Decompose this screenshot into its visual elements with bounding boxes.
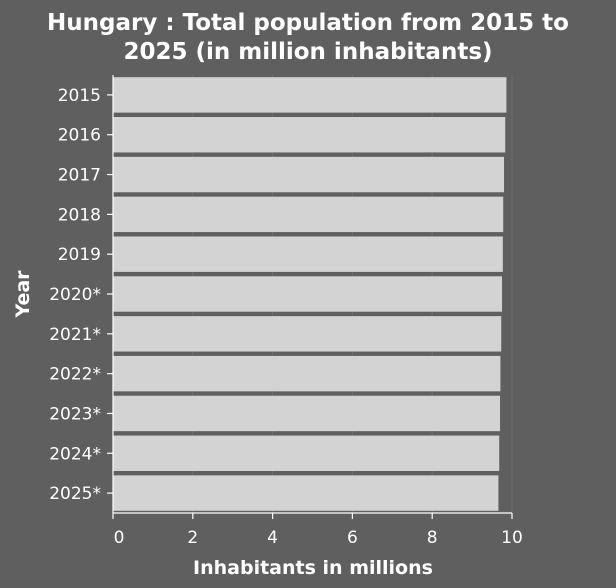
y-tick-label: 2019 — [58, 245, 101, 265]
y-tick-label: 2022* — [49, 365, 101, 385]
y-axis-label: Year — [12, 270, 34, 319]
bar-2016 — [113, 117, 505, 152]
bar-2024-projected — [113, 436, 499, 471]
y-tick-label: 2024* — [49, 444, 101, 464]
x-axis-label: Inhabitants in millions — [193, 557, 433, 579]
bar-2019 — [113, 236, 503, 271]
bar-2022-projected — [113, 356, 500, 391]
y-tick-label: 2020* — [49, 285, 101, 305]
x-tick-label: 10 — [501, 528, 523, 548]
x-tick-label: 2 — [187, 528, 198, 548]
x-tick-label: 8 — [427, 528, 438, 548]
y-tick-label: 2015 — [58, 86, 101, 106]
bars — [113, 77, 506, 511]
chart-title-line-1: Hungary : Total population from 2015 to — [47, 10, 569, 36]
bar-2015 — [113, 77, 506, 112]
bar-2023-projected — [113, 396, 500, 431]
y-tick-label: 2016 — [58, 126, 101, 146]
x-tick-label: 6 — [347, 528, 358, 548]
y-tick-label: 2018 — [58, 205, 101, 225]
y-tick-label: 2023* — [49, 404, 101, 424]
y-tick-label: 2017 — [58, 166, 101, 186]
bar-2017 — [113, 157, 504, 192]
bar-2020-projected — [113, 276, 502, 311]
bar-2025-projected — [113, 475, 498, 510]
y-tick-label: 2021* — [49, 325, 101, 345]
chart-title-line-2: 2025 (in million inhabitants) — [123, 39, 492, 65]
x-tick-label: 4 — [267, 528, 278, 548]
y-tick-label: 2025* — [49, 484, 101, 504]
bar-2018 — [113, 197, 503, 232]
bar-2021-projected — [113, 316, 501, 351]
x-tick-label: 0 — [114, 528, 125, 548]
